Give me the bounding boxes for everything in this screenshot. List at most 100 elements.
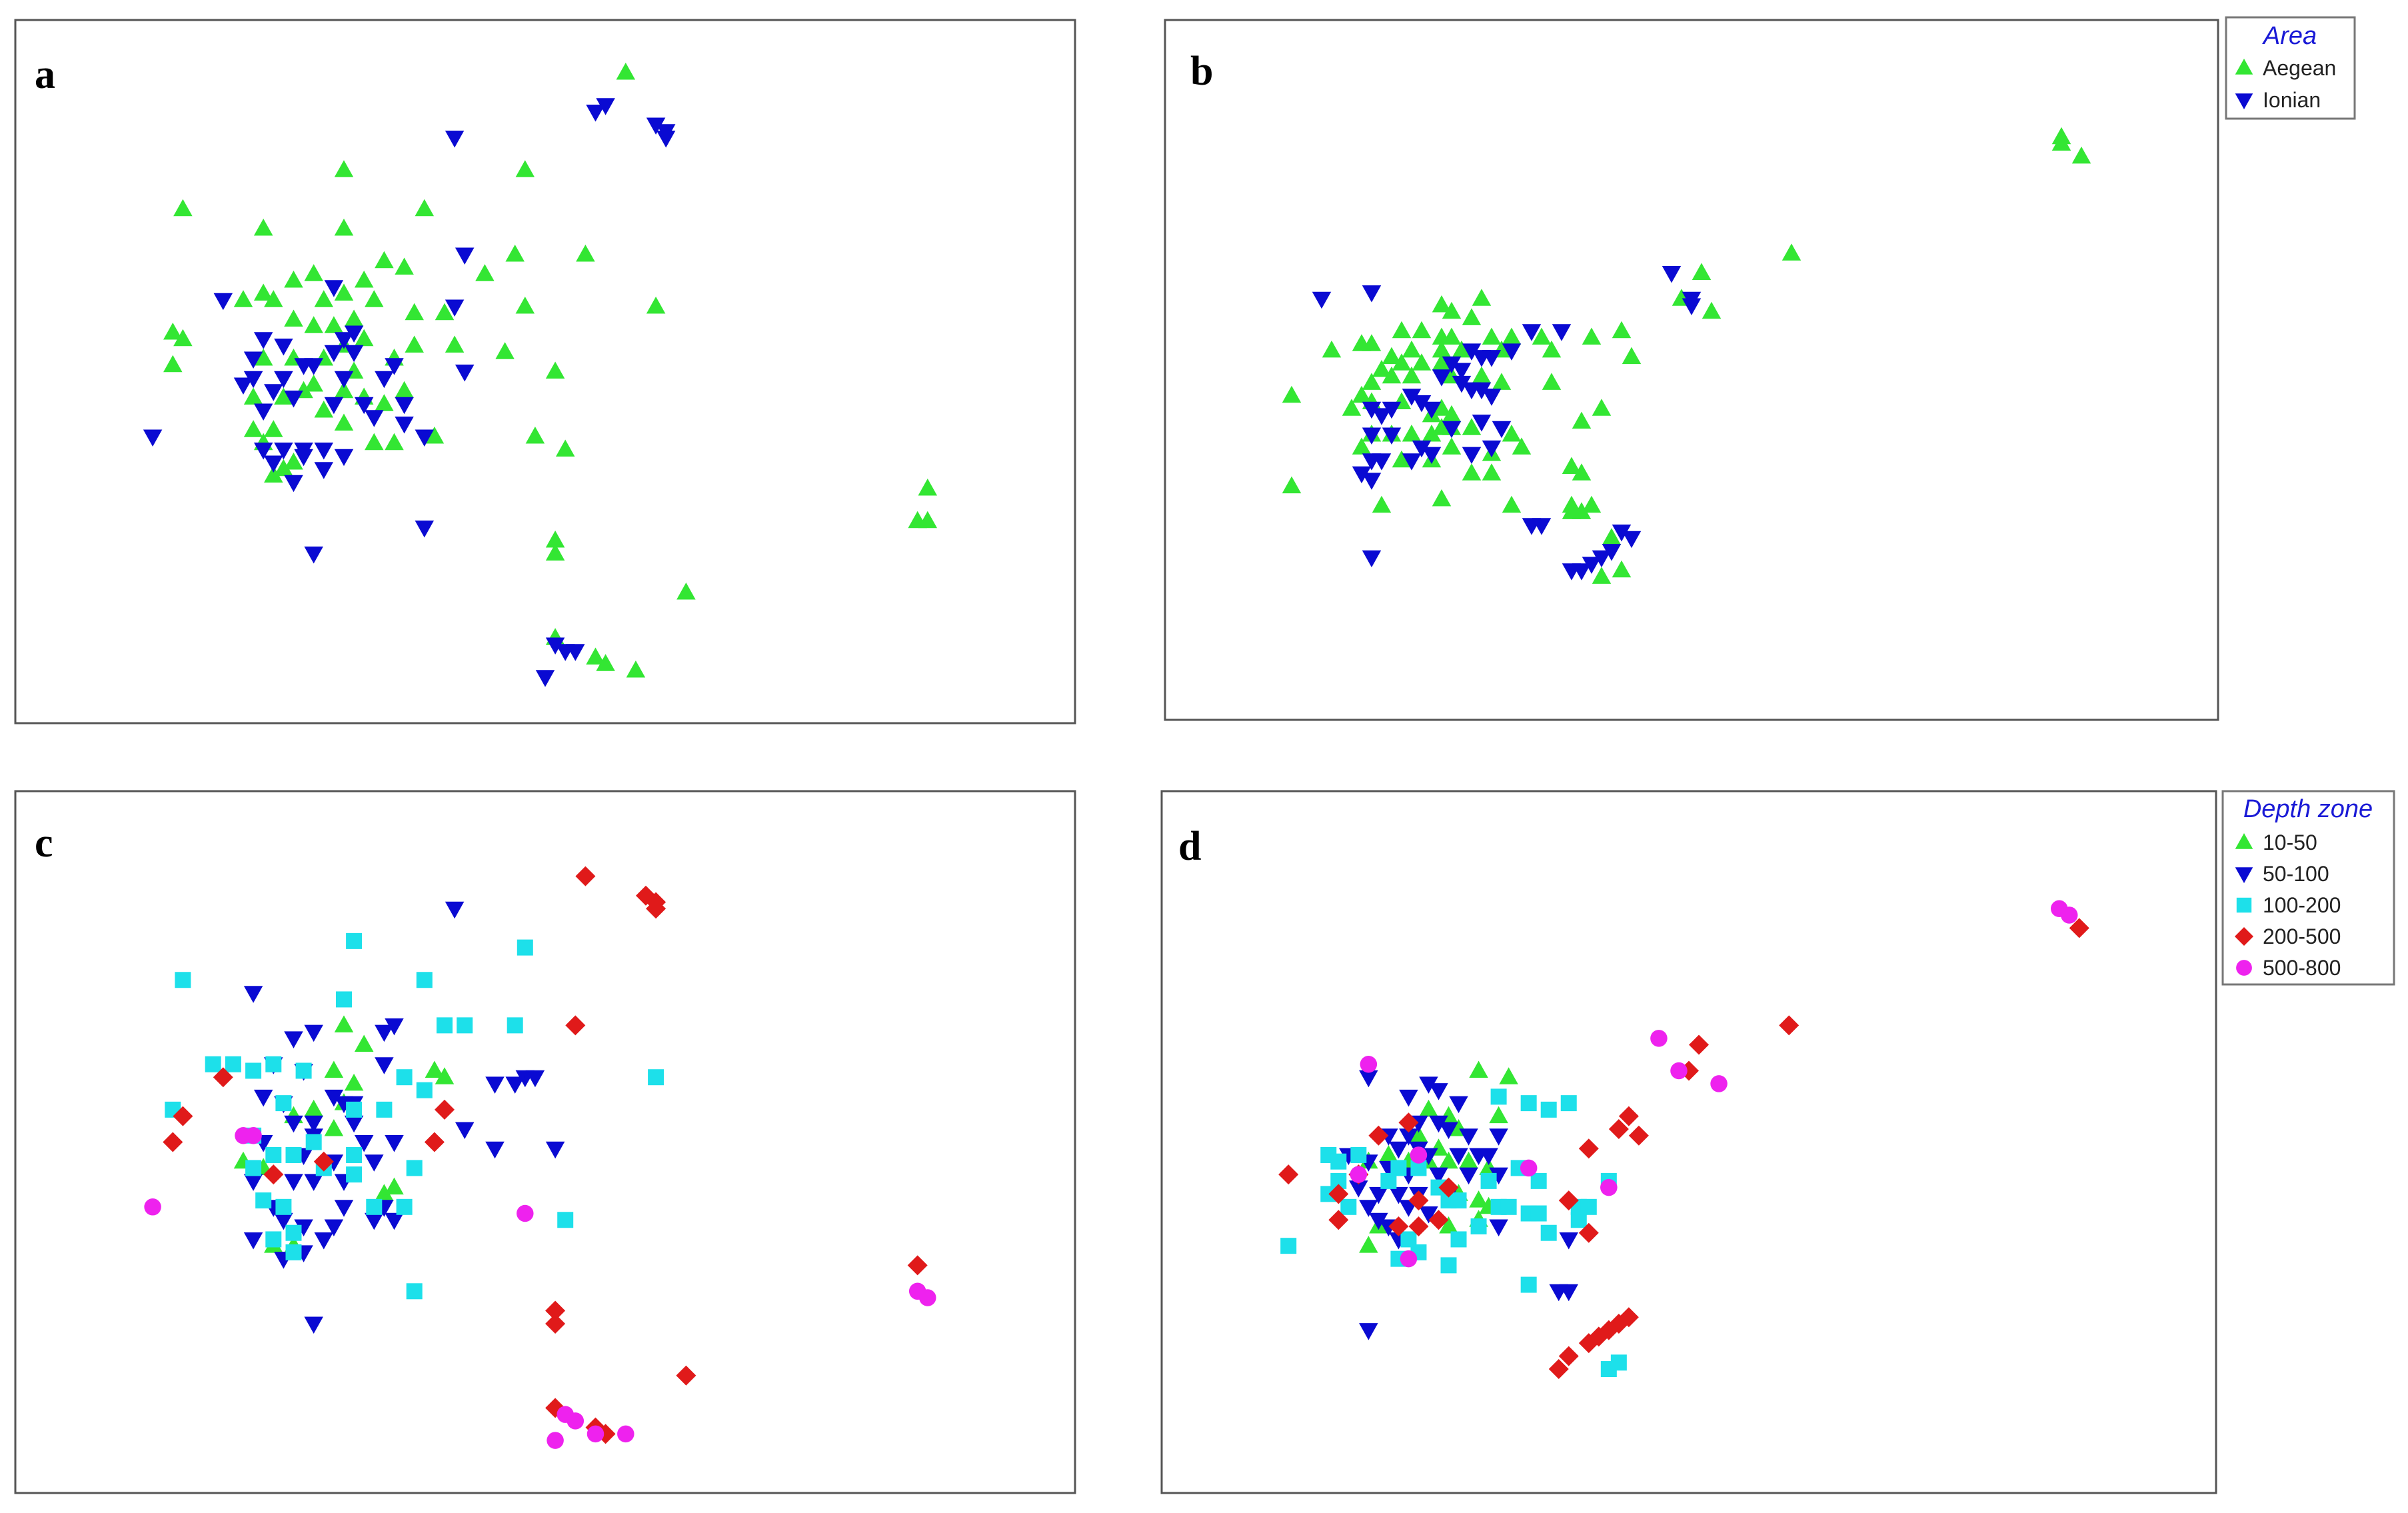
panel-b-point-aegean: [1542, 340, 1562, 358]
panel-b-point-ionian: [1482, 440, 1502, 458]
panel-a-point-aegean: [163, 323, 183, 340]
panel-c-point-50-100: [324, 1089, 344, 1107]
panel-letter-c: c: [35, 820, 53, 866]
panel-a-point-ionian: [253, 332, 273, 349]
panel-a-point-aegean: [264, 420, 283, 437]
panel-b-point-ionian: [1442, 421, 1462, 439]
panel-a-point-aegean: [284, 309, 303, 327]
panel-letter-a: a: [35, 52, 55, 97]
panel-a-point-aegean: [173, 199, 193, 217]
legend-label-aegean: Aegean: [2263, 56, 2336, 80]
panel-c: c: [14, 790, 1076, 1494]
panel-d-point-200-500: [1578, 1333, 1599, 1354]
panel-b-point-ionian: [1372, 408, 1392, 425]
panel-a-point-ionian: [586, 105, 605, 122]
panel-c-point-100-200: [366, 1198, 383, 1215]
panel-d-point-100-200: [1470, 1218, 1487, 1234]
panel-a-point-aegean: [334, 160, 354, 177]
panel-a-point-ionian: [334, 449, 354, 467]
panel-c-point-100-200: [225, 1056, 241, 1072]
panel-a-point-aegean: [415, 199, 435, 217]
panel-a-point-aegean: [435, 303, 455, 321]
panel-a-point-aegean: [173, 329, 193, 347]
panel-c-point-200-500: [424, 1132, 445, 1152]
panel-b-point-ionian: [1532, 518, 1552, 535]
panel-b-point-aegean: [1392, 353, 1412, 371]
panel-d-point-50-100: [1459, 1128, 1478, 1146]
panel-b-point-aegean: [1392, 450, 1412, 468]
panel-c-point-50-100: [243, 1174, 263, 1191]
panel-b-point-ionian: [1362, 453, 1382, 471]
panel-c-point-50-100: [385, 1018, 404, 1036]
panel-c-point-100-200: [437, 1017, 453, 1034]
panel-d-point-50-100: [1429, 1167, 1448, 1185]
panel-c-point-100-200: [507, 1017, 523, 1034]
panel-b-point-ionian: [1622, 531, 1642, 549]
panel-c-point-200-500: [545, 1300, 566, 1321]
panel-a-point-aegean: [334, 413, 354, 431]
legend-label-200-500: 200-500: [2263, 924, 2341, 948]
panel-b-point-ionian: [1382, 401, 1402, 419]
panel-a: a: [14, 19, 1076, 725]
panel-b-point-aegean: [1452, 340, 1472, 358]
panel-b-point-aegean: [1502, 495, 1522, 513]
panel-d-point-100-200: [1330, 1153, 1347, 1170]
legend-depth-zone-items: 10-50 50-100 100-200 200-500 500-800: [2235, 830, 2341, 980]
panel-d-point-50-100: [1449, 1096, 1468, 1114]
panel-c-point-50-100: [324, 1219, 344, 1236]
panel-c-point-50-100: [525, 1070, 545, 1088]
panel-c-point-100-200: [648, 1069, 664, 1086]
panel-b-point-aegean: [1442, 405, 1462, 423]
panel-d-point-50-100: [1429, 1115, 1448, 1133]
panel-c-point-50-100: [243, 1232, 263, 1250]
panel-c-point-50-100: [385, 1135, 404, 1152]
panel-a-point-aegean: [525, 427, 545, 444]
panel-d-point-200-500: [1558, 1190, 1579, 1211]
panel-d-point-50-100: [1349, 1180, 1368, 1198]
panel-b-point-aegean: [1582, 327, 1602, 345]
panel-b-point-ionian: [1402, 453, 1422, 471]
panel-d-point-100-200: [1560, 1095, 1577, 1112]
panel-d-point-100-200: [1450, 1231, 1467, 1248]
panel-c-point-100-200: [175, 972, 191, 988]
panel-d-point-10-50: [1469, 1060, 1488, 1078]
panel-a-point-aegean: [354, 271, 374, 288]
panel-a-point-aegean: [233, 290, 253, 307]
panel-d-point-50-100: [1389, 1186, 1408, 1204]
panel-c-point-100-200: [416, 972, 433, 988]
panel-b-point-aegean: [1432, 295, 1452, 313]
panel-b-point-aegean: [1412, 321, 1432, 339]
panel-b-point-ionian: [1422, 401, 1442, 419]
panel-a-point-aegean: [334, 283, 354, 301]
panel-a-point-ionian: [334, 371, 354, 389]
panel-a-point-aegean: [475, 264, 495, 281]
panel-d-point-200-500: [1618, 1106, 1639, 1126]
panel-b-point-ionian: [1362, 401, 1382, 419]
panel-b-point-ionian: [1442, 356, 1462, 374]
panel-a-point-ionian: [284, 391, 303, 408]
panel-c-point-100-200: [396, 1069, 413, 1086]
panel-c-point-100-200: [205, 1056, 221, 1072]
panel-d-point-10-50: [1439, 1151, 1458, 1169]
panel-b-point-aegean: [1492, 373, 1512, 390]
panel-c-point-50-100: [485, 1141, 505, 1159]
panel-c-point-100-200: [285, 1224, 302, 1241]
panel-d-point-200-500: [1408, 1216, 1429, 1236]
panel-b-frame: [1164, 19, 2219, 721]
panel-b-point-aegean: [1542, 373, 1562, 390]
panel-b-point-ionian: [1482, 389, 1502, 406]
panel-b-point-ionian: [1412, 440, 1432, 458]
panel-d-point-50-100: [1559, 1232, 1579, 1250]
panel-d-point-10-50: [1439, 1216, 1458, 1234]
panel-b-point-ionian: [1552, 324, 1572, 341]
panel-d-point-50-100: [1429, 1083, 1448, 1100]
panel-d-point-100-200: [1530, 1205, 1547, 1222]
panel-b-point-aegean: [2071, 146, 2091, 164]
panel-a-point-aegean: [334, 219, 354, 236]
panel-a-point-aegean: [555, 439, 575, 457]
panel-c-point-100-200: [406, 1283, 423, 1300]
panel-b-point-ionian: [1402, 389, 1422, 406]
panel-a-point-aegean: [324, 316, 344, 333]
panel-a-point-ionian: [324, 280, 344, 297]
panel-a-point-aegean: [918, 479, 938, 496]
